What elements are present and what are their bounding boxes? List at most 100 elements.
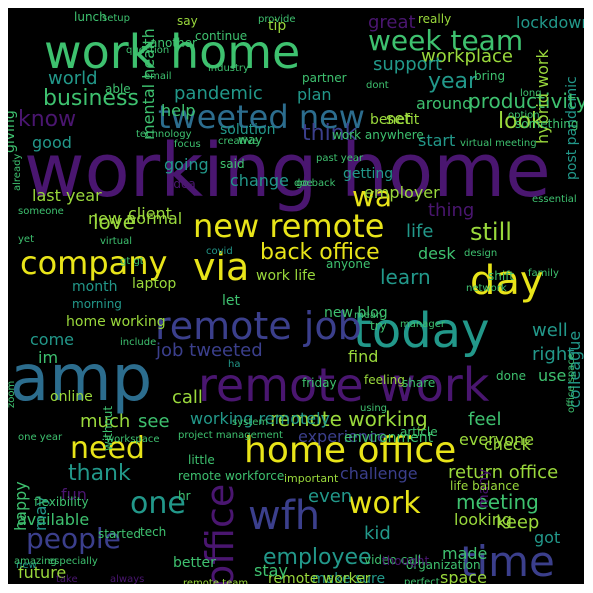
cloud-word: post pandemic — [564, 76, 580, 180]
cloud-word: think — [302, 121, 358, 146]
cloud-word: share — [402, 376, 435, 390]
cloud-word: flexibility — [34, 495, 89, 509]
cloud-word: last year — [32, 186, 102, 205]
cloud-word: include — [120, 337, 156, 348]
cloud-word: day — [470, 258, 544, 304]
cloud-word: employee — [263, 545, 372, 570]
cloud-word: tweeted new — [158, 98, 365, 136]
cloud-word: done — [496, 369, 526, 383]
cloud-word: solution — [220, 122, 275, 138]
word-cloud: working home work home amp remote work today… — [8, 8, 584, 584]
cloud-word: new remote — [193, 207, 384, 245]
cloud-word: important — [284, 472, 339, 485]
cloud-word: manager — [400, 319, 446, 330]
cloud-word: mental health — [139, 28, 158, 140]
cloud-word: need — [70, 431, 145, 466]
cloud-word: look — [498, 109, 544, 134]
cloud-word: job tweeted — [155, 340, 263, 361]
cloud-word: future — [18, 563, 66, 582]
cloud-word: hr — [178, 489, 191, 503]
cloud-word: started — [98, 527, 141, 541]
cloud-word: virtual — [100, 236, 132, 247]
cloud-word: year — [428, 69, 478, 94]
cloud-word: change — [230, 171, 289, 190]
cloud-word: work life — [256, 268, 316, 284]
cloud-word: without — [101, 406, 115, 451]
cloud-word: amazing — [14, 556, 57, 567]
cloud-word: work home — [44, 25, 300, 79]
cloud-word: shift — [488, 269, 514, 283]
cloud-word: return office — [448, 462, 558, 483]
cloud-word: even — [308, 486, 352, 507]
cloud-word: project management — [178, 430, 283, 441]
cloud-word: provide — [258, 14, 296, 25]
cloud-word: around — [416, 94, 472, 113]
cloud-word: productivity — [468, 89, 584, 113]
cloud-word: life balance — [450, 479, 519, 493]
cloud-word: hybrid work — [533, 49, 552, 144]
cloud-word: lockdown — [516, 13, 584, 32]
cloud-word: using — [360, 403, 387, 414]
cloud-word: remote work — [198, 358, 490, 412]
cloud-word: another — [150, 36, 197, 50]
cloud-word: made — [442, 544, 487, 563]
cloud-word: especially — [48, 556, 98, 567]
cloud-word: mean — [354, 310, 382, 321]
cloud-word: challenge — [340, 464, 418, 483]
cloud-word: looking — [454, 510, 512, 529]
cloud-word: set — [386, 109, 410, 128]
cloud-word: space — [440, 568, 487, 584]
cloud-word: support — [373, 54, 442, 75]
cloud-word: use — [538, 366, 566, 385]
cloud-word: pandemic — [174, 83, 263, 104]
cloud-word: life — [406, 221, 433, 242]
cloud-word: month — [72, 279, 117, 295]
cloud-word: gt gt — [120, 256, 144, 267]
cloud-word: remote job — [155, 304, 362, 348]
cloud-word: employer — [364, 183, 440, 202]
cloud-background — [8, 8, 584, 584]
cloud-word: say — [177, 14, 198, 28]
cloud-word: online — [50, 389, 93, 405]
cloud-word: anyone — [326, 257, 370, 271]
cloud-word: still — [470, 218, 512, 246]
cloud-word: home working — [66, 314, 166, 330]
cloud-word: feel — [468, 409, 502, 430]
cloud-word: workspace — [106, 434, 160, 445]
cloud-word: right — [532, 344, 574, 365]
cloud-word: world — [48, 68, 98, 89]
cloud-word: stay — [254, 561, 288, 580]
cloud-word: workplace — [421, 46, 513, 67]
cloud-word: dont — [366, 80, 389, 91]
cloud-word: creative — [218, 136, 258, 147]
word-cloud-canvas: working home work home amp remote worktoday… — [8, 8, 584, 584]
cloud-word: remote worker — [268, 571, 371, 584]
cloud-word: perfect — [404, 577, 440, 584]
cloud-word: wfh — [248, 493, 320, 539]
cloud-word: new blog — [324, 305, 388, 321]
cloud-word: much — [80, 411, 130, 432]
cloud-word: remote working — [270, 407, 428, 431]
cloud-word: technology — [136, 129, 192, 140]
cloud-word: essential — [532, 194, 577, 205]
cloud-word: new normal — [88, 209, 182, 228]
cloud-word: system — [232, 417, 268, 428]
cloud-word: better — [173, 555, 216, 571]
cloud-word: check — [484, 435, 532, 454]
cloud-word: network — [466, 283, 507, 294]
cloud-word: try — [370, 319, 387, 333]
cloud-word: working remotely — [190, 409, 330, 428]
words-layer: working home work home amp remote worktoday… — [8, 10, 584, 584]
cloud-word: happy — [11, 481, 30, 531]
cloud-word: thank — [68, 461, 131, 486]
cloud-word: long — [520, 88, 542, 99]
cloud-word: setup — [102, 13, 130, 24]
cloud-word: help — [161, 101, 196, 120]
cloud-word: little — [188, 453, 215, 467]
cloud-word: yet — [18, 234, 34, 245]
cloud-word: already — [12, 154, 23, 191]
cloud-word: question — [126, 45, 169, 56]
cloud-word: fun — [61, 485, 87, 504]
cloud-word: way — [238, 133, 262, 147]
cloud-word: continue — [195, 29, 247, 43]
